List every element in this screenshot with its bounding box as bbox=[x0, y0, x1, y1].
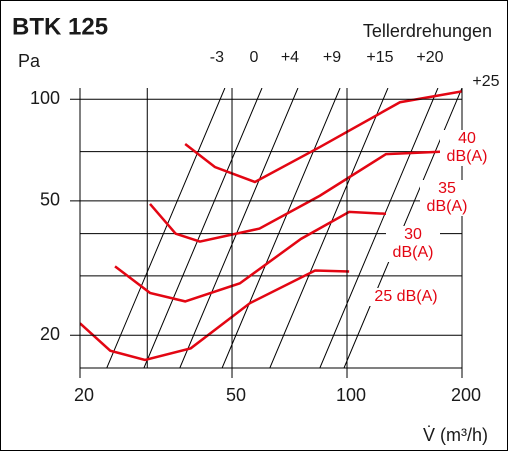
speed-label: +4 bbox=[281, 49, 299, 66]
x-tick-label: 100 bbox=[336, 385, 366, 405]
db-curve bbox=[184, 90, 462, 184]
db-curve bbox=[80, 269, 350, 362]
speed-title: Tellerdrehungen bbox=[363, 21, 492, 41]
speed-line bbox=[143, 88, 263, 368]
speed-label: 0 bbox=[250, 49, 259, 66]
series-label: 25 dB(A) bbox=[356, 288, 456, 306]
y-tick-label: 100 bbox=[30, 88, 60, 108]
y-tick-label: 50 bbox=[40, 190, 60, 210]
series-label: 35 dB(A) bbox=[420, 180, 474, 216]
speed-label: +9 bbox=[323, 49, 341, 66]
db-curve bbox=[149, 149, 455, 243]
speed-line bbox=[319, 88, 439, 368]
speed-line bbox=[221, 88, 341, 368]
series-label: 30 dB(A) bbox=[386, 226, 440, 262]
y-axis-label: Pa bbox=[18, 51, 41, 71]
chart-title: BTK 125 bbox=[12, 13, 108, 40]
x-tick-label: 20 bbox=[74, 385, 94, 405]
speed-label: +20 bbox=[416, 49, 443, 66]
speed-line bbox=[179, 88, 299, 368]
db-curve bbox=[114, 210, 387, 303]
speed-line bbox=[269, 88, 389, 368]
x-axis-label: V̇ (m³/h) bbox=[423, 425, 488, 445]
x-tick-label: 200 bbox=[451, 385, 481, 405]
speed-label: -3 bbox=[210, 49, 224, 66]
y-tick-label: 20 bbox=[40, 324, 60, 344]
plot bbox=[80, 88, 462, 368]
speed-label: +15 bbox=[366, 49, 393, 66]
series-label: 40 dB(A) bbox=[440, 130, 494, 166]
speed-line bbox=[106, 88, 226, 368]
x-tick-label: 50 bbox=[226, 385, 246, 405]
speed-label: +25 bbox=[472, 73, 499, 90]
